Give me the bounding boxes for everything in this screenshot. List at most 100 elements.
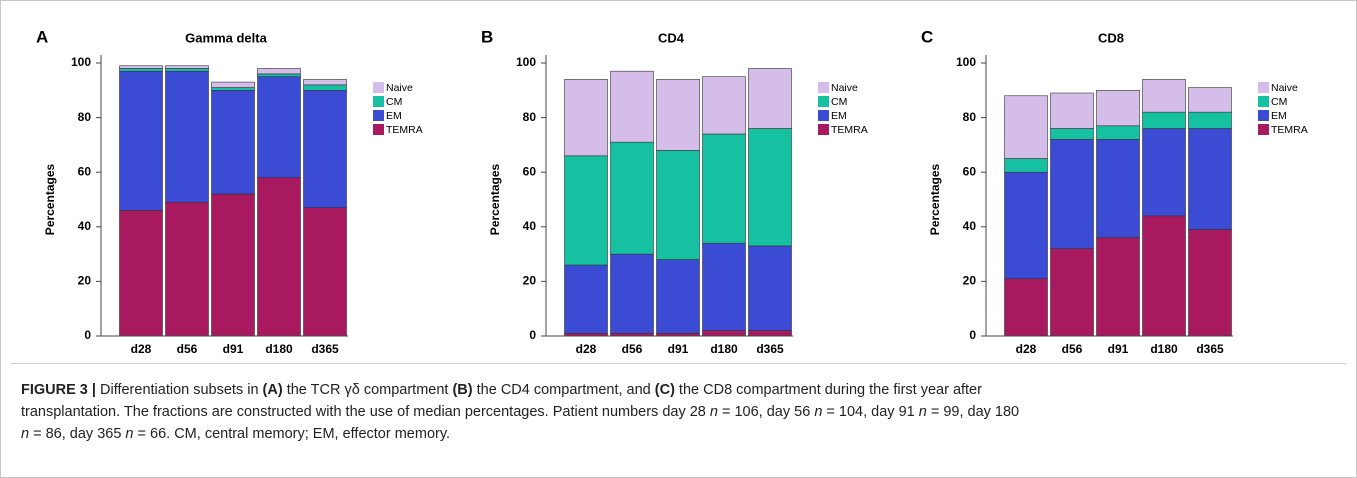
caption-text: = 104, day 91 [822, 404, 919, 420]
y-axis-label: Percentages [43, 163, 57, 235]
bar-segment [702, 330, 746, 337]
caption-text: n [814, 404, 823, 420]
y-tick-label: 100 [71, 55, 91, 69]
legend-swatch [818, 96, 829, 107]
y-axis-label: Percentages [488, 163, 502, 235]
y-tick-label: 20 [963, 274, 977, 288]
chart-title: CD8 [1098, 30, 1124, 45]
bar-segment [656, 259, 700, 334]
bar-segment [165, 201, 209, 337]
y-tick-label: 100 [516, 55, 536, 69]
caption-text: Differentiation subsets in [100, 382, 263, 398]
bar-segment [303, 207, 347, 337]
x-tick-label: d180 [265, 342, 293, 356]
bar-segment [748, 330, 792, 337]
legend-label: TEMRA [831, 124, 868, 136]
bar-segment [564, 264, 608, 334]
bar-segment [702, 76, 746, 135]
bar-segment [119, 68, 163, 72]
caption-text: = 66. CM, central memory; EM, effector m… [133, 426, 451, 442]
legend-swatch [373, 110, 384, 121]
bar-segment [211, 193, 255, 337]
bar-segment [1188, 128, 1232, 230]
caption-text: (A) [262, 382, 283, 398]
x-tick-label: d180 [710, 342, 738, 356]
caption-text: n [709, 404, 718, 420]
bar-segment [702, 133, 746, 244]
bar-segment [303, 90, 347, 208]
x-tick-label: d91 [223, 342, 244, 356]
x-tick-label: d28 [1016, 342, 1037, 356]
bar-segment [564, 155, 608, 266]
x-tick-label: d365 [311, 342, 339, 356]
x-tick-label: d180 [1150, 342, 1178, 356]
bar-segment [564, 79, 608, 157]
charts: A Gamma delta Percentages 0 20 40 60 80 100 d28 d5… [36, 27, 1308, 356]
y-tick-label: 80 [523, 110, 537, 124]
bar-segment [119, 70, 163, 211]
bar-segment [1142, 215, 1186, 337]
bar-segment [1004, 95, 1048, 159]
bar-segment [610, 141, 654, 255]
caption-text: = 99, day 180 [926, 404, 1020, 420]
y-tick-label: 60 [78, 164, 92, 178]
panel-label: A [36, 27, 48, 46]
y-tick-label: 60 [523, 164, 537, 178]
y-tick-label: 80 [78, 110, 92, 124]
bar-segment [257, 73, 301, 77]
bar-segment [1004, 158, 1048, 173]
x-tick-label: d56 [1062, 342, 1083, 356]
legend-swatch [1258, 96, 1269, 107]
x-tick-label: d56 [622, 342, 643, 356]
bar-segment [1050, 92, 1094, 129]
legend-label: Naive [1271, 82, 1298, 94]
legend-swatch [373, 96, 384, 107]
bar-segment [656, 79, 700, 151]
bar-segment [303, 79, 347, 86]
legend-label: EM [831, 110, 847, 122]
bar-segment [257, 177, 301, 337]
caption-text: (C) [654, 382, 675, 398]
bar-segment [656, 150, 700, 260]
legend-swatch [1258, 110, 1269, 121]
panel-label: C [921, 27, 933, 46]
separator [11, 363, 1346, 364]
y-tick-label: 80 [963, 110, 977, 124]
x-tick-label: d56 [177, 342, 198, 356]
y-tick-label: 20 [523, 274, 537, 288]
bar-segment [1142, 79, 1186, 113]
bar-segment [257, 68, 301, 75]
bar-segment [748, 245, 792, 331]
x-tick-label: d91 [668, 342, 689, 356]
bar-segment [211, 90, 255, 195]
bar-segment [1188, 87, 1232, 113]
bar-segment [1050, 128, 1094, 140]
bar-segment [1096, 237, 1140, 337]
caption-text: n [125, 426, 134, 442]
legend-label: EM [1271, 110, 1287, 122]
bar-segment [1142, 128, 1186, 217]
y-axis-label: Percentages [928, 163, 942, 235]
bar-segment [211, 87, 255, 91]
legend-label: Naive [386, 82, 413, 94]
legend-label: CM [386, 96, 402, 108]
legend-swatch [1258, 82, 1269, 93]
x-tick-label: d365 [1196, 342, 1224, 356]
bar-segment [610, 253, 654, 334]
bar-segment [1096, 90, 1140, 127]
y-tick-label: 40 [963, 219, 977, 233]
y-tick-label: 0 [969, 328, 976, 342]
bar-segment [1050, 139, 1094, 249]
legend-label: Naive [831, 82, 858, 94]
bar-segment [303, 84, 347, 91]
x-tick-label: d28 [131, 342, 152, 356]
y-tick-label: 40 [78, 219, 92, 233]
bar-segment [1004, 278, 1048, 337]
bar-segment [1096, 139, 1140, 239]
bar-segment [748, 68, 792, 129]
bar-segment [702, 242, 746, 331]
legend-label: TEMRA [1271, 124, 1308, 136]
legend-swatch [818, 110, 829, 121]
bar-segment [748, 128, 792, 247]
bar-segment [165, 68, 209, 72]
